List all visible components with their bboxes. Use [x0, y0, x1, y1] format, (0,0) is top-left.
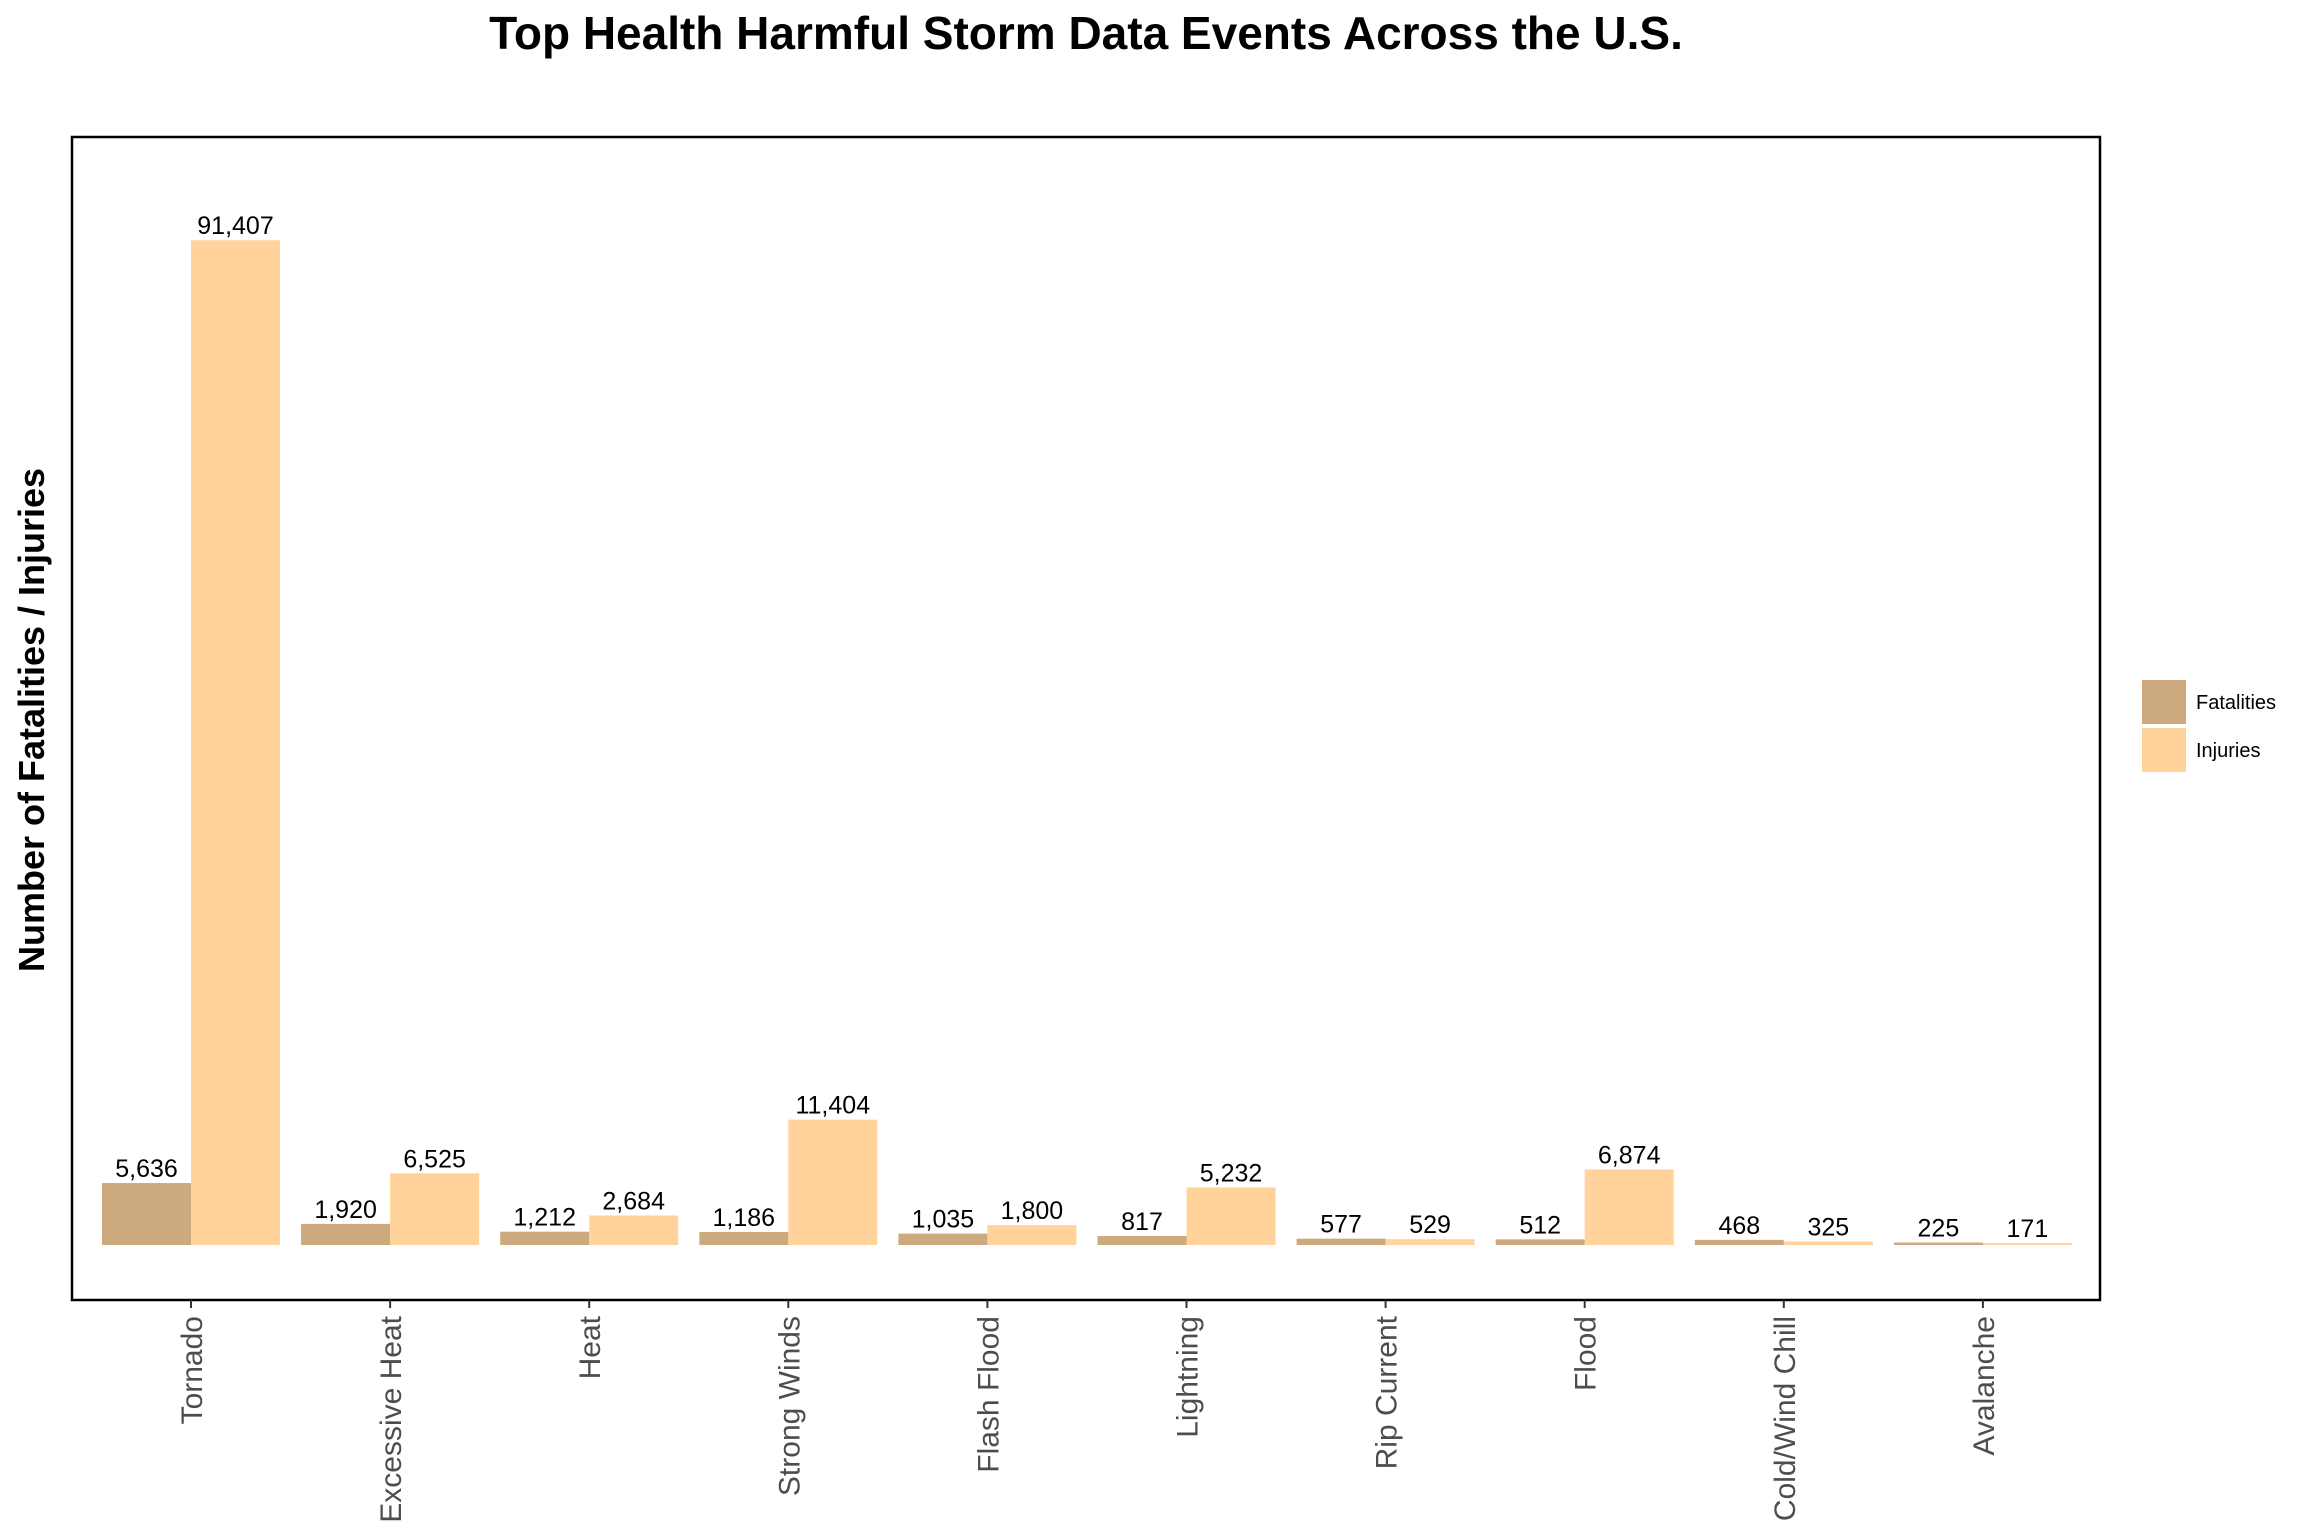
bar-heat-injuries [589, 1215, 679, 1245]
value-label-avalanche-injuries: 171 [2007, 1215, 2049, 1243]
bar-lightning-injuries [1186, 1187, 1276, 1245]
bar-cold-wind-chill-fatalities [1694, 1239, 1784, 1245]
plot-panel [70, 135, 2102, 1302]
value-label-flash-flood-fatalities: 1,035 [912, 1206, 975, 1234]
bar-tornado-fatalities [102, 1183, 191, 1245]
bar-rip-current-fatalities [1296, 1238, 1386, 1245]
x-tick-label-heat: Heat [574, 1315, 607, 1379]
x-ticks-layer: Tornado Excessive Heat Heat Strong Winds Fla… [176, 1300, 2001, 1523]
value-label-avalanche-fatalities: 225 [1918, 1215, 1960, 1243]
value-labels-layer: 5,636 91,407 1,920 6,525 1,212 2,684 1,186 11,4… [115, 212, 2048, 1243]
value-label-lightning-fatalities: 817 [1121, 1208, 1163, 1236]
x-tick-label-flash-flood: Flash Flood [972, 1316, 1005, 1473]
value-label-tornado-fatalities: 5,636 [115, 1155, 178, 1183]
x-tick-label-lightning: Lightning [1172, 1316, 1205, 1438]
value-label-strong-winds-fatalities: 1,186 [713, 1204, 776, 1232]
value-label-excessive-heat-injuries: 6,525 [403, 1145, 466, 1173]
value-label-heat-injuries: 2,684 [602, 1187, 665, 1215]
legend-key-fatalities [2142, 680, 2186, 724]
value-label-cold-wind-chill-fatalities: 468 [1718, 1212, 1760, 1240]
bar-rip-current-injuries [1385, 1239, 1475, 1245]
bar-cold-wind-chill-injuries [1783, 1241, 1873, 1245]
bar-heat-fatalities [500, 1231, 590, 1245]
chart-title: Top Health Harmful Storm Data Events Acr… [489, 7, 1683, 59]
value-label-heat-fatalities: 1,212 [513, 1204, 576, 1232]
bar-strong-winds-fatalities [699, 1231, 789, 1245]
bar-lightning-fatalities [1097, 1236, 1187, 1245]
x-tick-label-flood: Flood [1570, 1316, 1603, 1391]
value-label-rip-current-fatalities: 577 [1320, 1211, 1362, 1239]
bar-excessive-heat-fatalities [301, 1223, 391, 1245]
legend: Fatalities Injuries [2142, 680, 2276, 772]
bar-avalanche-injuries [1982, 1243, 2072, 1245]
value-label-cold-wind-chill-injuries: 325 [1807, 1213, 1849, 1241]
bar-avalanche-fatalities [1893, 1242, 1983, 1245]
value-label-flood-injuries: 6,874 [1598, 1141, 1661, 1169]
bars-layer [102, 240, 2072, 1245]
bar-flood-injuries [1584, 1169, 1674, 1245]
legend-key-injuries [2142, 728, 2186, 772]
value-label-excessive-heat-fatalities: 1,920 [314, 1196, 377, 1224]
x-tick-label-tornado: Tornado [176, 1316, 209, 1424]
x-tick-label-strong-winds: Strong Winds [773, 1316, 806, 1496]
bar-flash-flood-fatalities [898, 1233, 988, 1245]
bar-flash-flood-injuries [987, 1225, 1077, 1245]
bar-tornado-injuries [191, 240, 280, 1245]
x-tick-label-excessive-heat: Excessive Heat [375, 1315, 408, 1522]
x-tick-label-cold-wind-chill: Cold/Wind Chill [1769, 1316, 1802, 1521]
x-tick-label-rip-current: Rip Current [1371, 1315, 1404, 1469]
y-axis-label: Number of Fatalities / Injuries [11, 468, 52, 972]
value-label-strong-winds-injuries: 11,404 [795, 1092, 870, 1120]
legend-label-injuries: Injuries [2196, 740, 2260, 762]
value-label-rip-current-injuries: 529 [1409, 1211, 1451, 1239]
bar-excessive-heat-injuries [390, 1173, 480, 1245]
legend-label-fatalities: Fatalities [2196, 692, 2276, 714]
bar-flood-fatalities [1495, 1239, 1585, 1245]
value-label-lightning-injuries: 5,232 [1200, 1159, 1263, 1187]
value-label-tornado-injuries: 91,407 [197, 212, 273, 240]
bar-strong-winds-injuries [788, 1119, 878, 1245]
x-tick-label-avalanche: Avalanche [1968, 1316, 2001, 1456]
value-label-flash-flood-injuries: 1,800 [1001, 1197, 1064, 1225]
value-label-flood-fatalities: 512 [1519, 1211, 1561, 1239]
